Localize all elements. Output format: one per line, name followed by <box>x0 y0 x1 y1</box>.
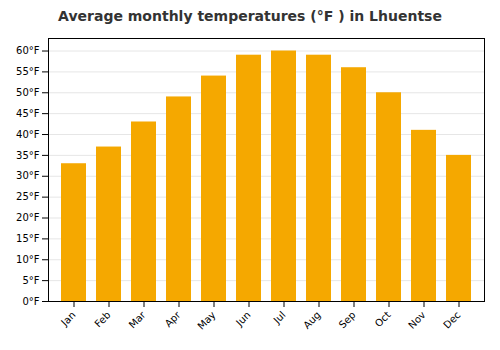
svg-text:55°F: 55°F <box>16 66 40 77</box>
svg-text:10°F: 10°F <box>16 254 40 265</box>
svg-text:Jun: Jun <box>233 309 253 329</box>
svg-text:30°F: 30°F <box>16 170 40 181</box>
svg-text:Dec: Dec <box>441 309 462 330</box>
svg-text:May: May <box>195 309 217 331</box>
svg-text:5°F: 5°F <box>22 275 39 286</box>
svg-text:Oct: Oct <box>373 309 393 329</box>
svg-text:Sep: Sep <box>337 309 358 330</box>
html-text:Average monthly temperatures (: Average monthly temperatures (°F ) in Lh… <box>58 8 442 24</box>
svg-text:0°F: 0°F <box>22 296 39 307</box>
svg-text:20°F: 20°F <box>16 212 40 223</box>
svg-text:40°F: 40°F <box>16 129 40 140</box>
svg-text:35°F: 35°F <box>16 150 40 161</box>
svg-text:Mar: Mar <box>127 309 149 331</box>
svg-text:Feb: Feb <box>92 309 112 329</box>
svg-text:Jul: Jul <box>271 309 288 326</box>
svg-text:45°F: 45°F <box>16 108 40 119</box>
svg-text:Nov: Nov <box>406 309 428 331</box>
svg-text:Jan: Jan <box>58 309 77 328</box>
svg-text:Aug: Aug <box>301 309 323 331</box>
svg-text:Apr: Apr <box>163 309 184 330</box>
svg-text:25°F: 25°F <box>16 191 40 202</box>
svg-text:15°F: 15°F <box>16 233 40 244</box>
svg-text:60°F: 60°F <box>16 45 40 56</box>
svg-text:50°F: 50°F <box>16 87 40 98</box>
